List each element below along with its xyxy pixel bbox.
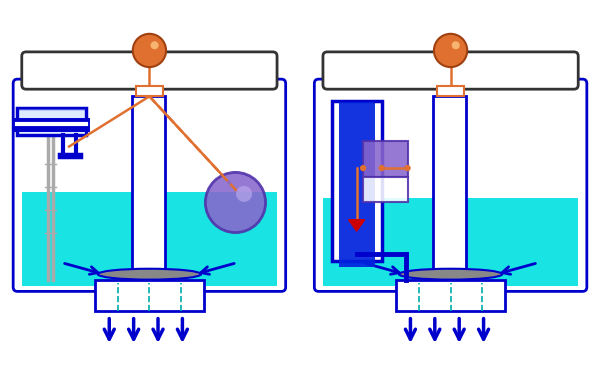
Circle shape [379, 165, 385, 171]
FancyBboxPatch shape [314, 79, 587, 291]
Bar [95, 280, 204, 311]
Bar [332, 100, 382, 261]
Circle shape [434, 34, 467, 67]
Bar [323, 198, 578, 286]
Bar [363, 176, 407, 202]
Ellipse shape [98, 269, 201, 280]
Bar [17, 108, 86, 135]
Ellipse shape [399, 269, 502, 280]
Circle shape [205, 172, 266, 233]
Circle shape [236, 186, 252, 202]
Bar [437, 86, 464, 96]
FancyBboxPatch shape [13, 79, 286, 291]
Circle shape [360, 165, 366, 171]
FancyBboxPatch shape [323, 52, 578, 89]
Bar [132, 96, 165, 280]
Bar [136, 86, 163, 96]
Bar [396, 280, 505, 311]
Circle shape [452, 41, 460, 49]
Circle shape [133, 34, 166, 67]
Bar [339, 102, 374, 267]
FancyBboxPatch shape [22, 52, 277, 89]
Circle shape [151, 41, 158, 49]
Bar [19, 109, 85, 134]
Polygon shape [349, 220, 365, 231]
Bar [363, 141, 407, 176]
Bar [22, 193, 277, 286]
Bar [433, 96, 466, 280]
Circle shape [404, 165, 411, 171]
